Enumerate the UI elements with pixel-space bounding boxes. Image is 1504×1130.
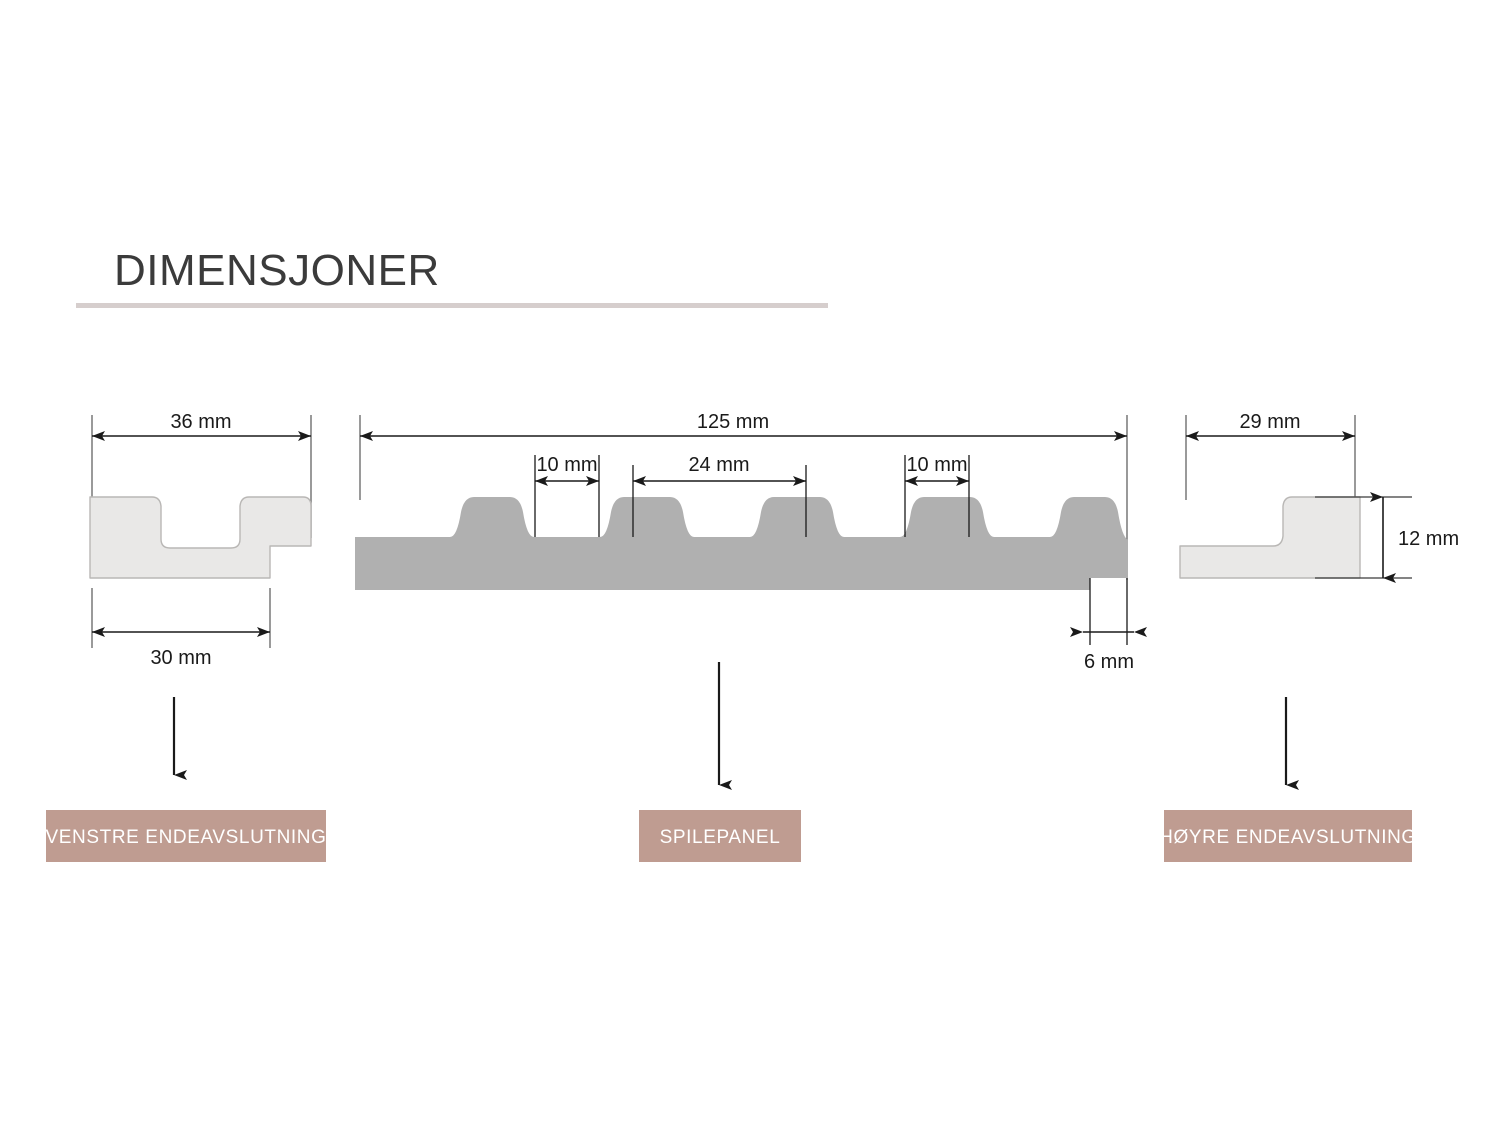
panel-dimension-label-125: 125 mm [697,411,769,433]
badge-center[interactable]: SPILEPANEL [639,810,801,862]
badge-left-box[interactable] [46,810,326,862]
left-end-cap-group: 36 mm 30 mm [89,411,312,780]
slat-panel-profile [355,497,1128,590]
right-end-cap-profile [1179,496,1361,579]
page-title: DIMENSJONER [114,246,440,295]
panel-dimension-label-6: 6 mm [1084,651,1134,673]
badge-left-label: VENSTRE ENDEAVSLUTNING [45,827,326,848]
badge-right-label: HØYRE ENDEAVSLUTNING [1159,827,1417,848]
left-dimension-label-30: 30 mm [150,647,211,669]
badge-right-box[interactable] [1164,810,1412,862]
badge-center-box[interactable] [639,810,801,862]
right-end-cap-group: 29 mm 12 mm [1179,411,1459,790]
badge-center-label: SPILEPANEL [660,827,781,848]
right-dimension-label-29: 29 mm [1239,411,1300,433]
panel-dimension-label-10-left: 10 mm [536,454,597,476]
slat-panel-group: 125 mm 10 mm 24 mm 10 mm 6 mm [355,411,1147,790]
panel-dimension-label-10-right: 10 mm [906,454,967,476]
panel-dimension-label-24: 24 mm [688,454,749,476]
title-underline [76,303,828,308]
right-dimension-label-12: 12 mm [1398,528,1459,550]
left-dimension-label-36: 36 mm [170,411,231,433]
badge-left[interactable]: VENSTRE ENDEAVSLUTNING [45,810,326,862]
left-end-cap-profile [89,496,312,579]
badge-right[interactable]: HØYRE ENDEAVSLUTNING [1159,810,1417,862]
